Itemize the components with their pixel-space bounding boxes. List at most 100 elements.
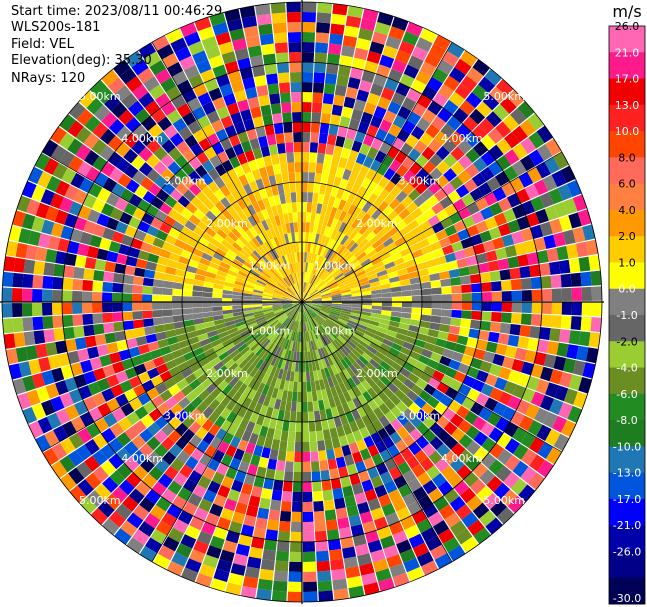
range-gate (311, 302, 322, 305)
range-gate (285, 451, 295, 462)
range-gate (193, 208, 206, 221)
range-gate (273, 236, 281, 248)
range-gate (335, 257, 345, 267)
range-gate (209, 356, 222, 367)
range-gate (323, 83, 336, 95)
range-gate (233, 284, 244, 290)
range-gate (265, 218, 274, 229)
range-gate (352, 206, 362, 218)
range-gate (214, 318, 225, 326)
colorbar-tick-label: -26.0 (613, 545, 641, 558)
range-gate (321, 305, 332, 309)
range-gate (342, 485, 354, 498)
range-gate (450, 276, 462, 286)
range-gate (243, 218, 253, 230)
range-gate (188, 183, 202, 196)
range-gate (167, 208, 181, 221)
range-gate (317, 580, 333, 592)
range-gate (267, 458, 277, 470)
range-gate (167, 527, 184, 543)
range-gate (351, 292, 362, 297)
range-gate (282, 297, 293, 301)
range-gate (294, 252, 298, 263)
range-gate (356, 439, 368, 452)
range-gate (324, 184, 333, 196)
range-gate (102, 364, 116, 378)
range-gate (141, 116, 157, 132)
range-gate (131, 155, 146, 170)
range-gate (365, 376, 376, 388)
range-gate (113, 273, 125, 284)
range-gate (408, 270, 420, 279)
range-gate (285, 289, 295, 297)
range-gate (297, 272, 300, 283)
range-gate (374, 21, 391, 36)
range-gate (465, 148, 481, 163)
range-gate (93, 269, 105, 282)
range-gate (413, 396, 427, 409)
range-gate (182, 313, 194, 321)
range-gate (182, 478, 197, 493)
range-gate (327, 365, 335, 377)
range-gate (364, 349, 375, 359)
range-gate (426, 233, 439, 245)
range-gate (193, 279, 205, 287)
range-gate (336, 320, 347, 327)
range-gate (378, 274, 389, 281)
range-gate (349, 314, 360, 321)
range-gate (124, 456, 140, 472)
range-gate (504, 245, 518, 258)
range-gate (188, 170, 201, 184)
range-gate (70, 362, 84, 377)
range-gate (180, 249, 193, 259)
range-gate (381, 310, 392, 316)
range-gate (239, 248, 250, 258)
range-gate (119, 211, 133, 225)
range-gate (261, 176, 271, 188)
range-gate (8, 225, 22, 242)
range-gate (478, 262, 490, 274)
range-gate (302, 501, 313, 512)
range-gate (111, 102, 128, 119)
range-gate (310, 290, 319, 297)
range-gate (25, 244, 38, 260)
range-gate (270, 261, 279, 271)
range-gate (5, 240, 19, 257)
range-gate (326, 318, 336, 326)
range-gate (152, 294, 163, 302)
range-gate (316, 22, 331, 34)
range-gate (316, 203, 323, 214)
range-gate (490, 281, 502, 292)
range-gate (362, 333, 374, 342)
range-gate (505, 345, 518, 359)
range-gate (226, 345, 238, 355)
range-gate (321, 295, 332, 299)
range-gate (85, 472, 102, 490)
range-gate (70, 228, 83, 243)
range-gate (158, 545, 175, 561)
range-gate (273, 367, 281, 379)
range-gate (572, 226, 586, 243)
range-gate (262, 230, 270, 242)
range-gate (241, 15, 258, 29)
range-gate (227, 489, 241, 502)
range-gate (372, 224, 384, 235)
range-gate (472, 502, 490, 519)
range-gate (155, 263, 167, 273)
range-gate (122, 311, 133, 321)
range-gate (511, 358, 525, 373)
range-gate (216, 517, 231, 531)
range-gate (232, 305, 243, 310)
range-gate (326, 355, 334, 366)
range-gate (291, 202, 297, 213)
range-gate (372, 354, 383, 365)
range-gate (425, 258, 438, 268)
range-gate (187, 259, 200, 269)
range-gate (318, 450, 328, 462)
range-gate (213, 233, 225, 244)
range-gate (269, 366, 277, 377)
range-gate (360, 337, 372, 346)
range-gate (488, 331, 500, 343)
range-gate (330, 311, 341, 317)
range-gate (224, 8, 241, 22)
